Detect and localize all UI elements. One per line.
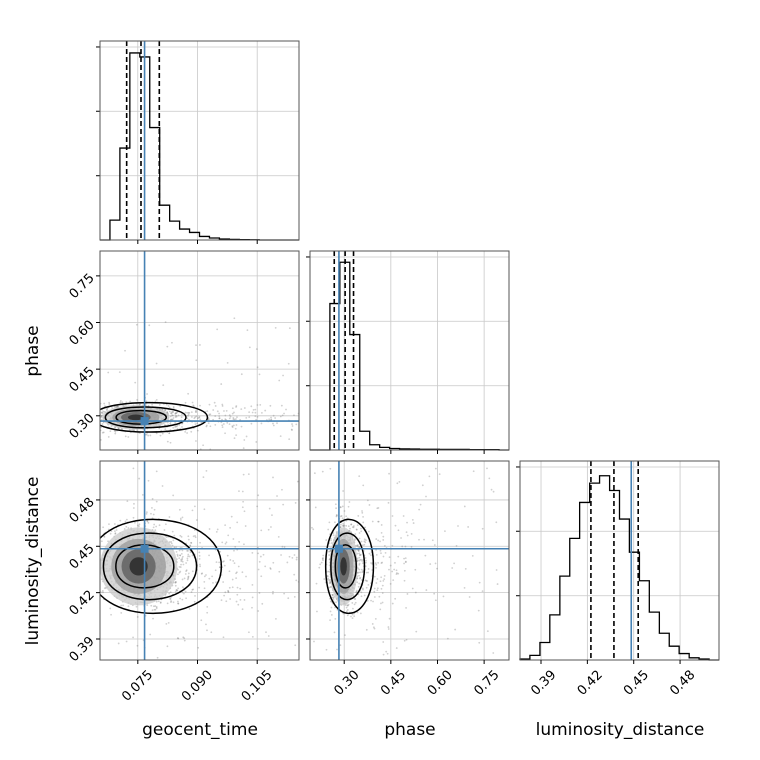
ylabel-phase: phase	[23, 325, 43, 376]
y-tick-label: 0.75	[67, 271, 98, 302]
histogram-step	[100, 52, 299, 241]
histogram-step	[519, 475, 719, 661]
panel-frame	[99, 40, 300, 241]
x-tick-label: 0.39	[528, 668, 559, 699]
xlabel-phase: phase	[384, 720, 435, 740]
panel-frame	[519, 460, 720, 661]
ylabel-luminosity-distance: luminosity_distance	[23, 477, 43, 646]
contour	[324, 518, 375, 615]
scatter-geocent-time-vs-phase: 0.30 0.45 0.60 0.75	[67, 250, 300, 454]
contour	[102, 532, 198, 601]
density-fill	[129, 557, 148, 576]
x-tick-label: 0.60	[425, 668, 456, 699]
plot-area	[310, 461, 509, 660]
plot-area	[100, 461, 299, 660]
y-tick-label: 0.30	[67, 411, 98, 442]
x-tick-label: 0.30	[332, 668, 363, 699]
panel-frame	[309, 460, 510, 661]
y-tick-label: 0.48	[67, 495, 98, 526]
contour	[100, 518, 223, 614]
contour	[104, 406, 187, 429]
scatter-phase-vs-luminosity-distance: 0.30 0.45 0.60 0.75	[306, 460, 510, 699]
truth-marker	[334, 544, 343, 553]
x-tick-label: 0.090	[179, 668, 216, 705]
x-tick-label: 0.45	[378, 668, 409, 699]
density-fill	[127, 414, 144, 421]
histogram-step	[310, 261, 509, 451]
y-tick-label: 0.42	[67, 588, 98, 619]
plot-area	[100, 251, 299, 450]
scatter-geocent-time-vs-luminosity-distance: 0.075 0.090 0.105 0.39 0.42 0.45 0.48	[67, 460, 300, 705]
x-tick-label: 0.75	[471, 668, 502, 699]
y-tick-label: 0.39	[67, 634, 98, 665]
y-tick-label: 0.60	[67, 318, 98, 349]
panel-frame	[99, 460, 300, 661]
x-tick-label: 0.45	[621, 668, 652, 699]
xlabel-luminosity-distance: luminosity_distance	[536, 720, 705, 740]
contour	[115, 409, 168, 425]
histogram-phase	[306, 250, 510, 454]
panel-frame	[309, 250, 510, 451]
contour	[100, 401, 209, 433]
truth-marker	[140, 417, 149, 426]
x-tick-label: 0.48	[667, 668, 698, 699]
x-tick-label: 0.105	[239, 668, 276, 705]
x-tick-label: 0.075	[119, 668, 156, 705]
xlabel-geocent-time: geocent_time	[142, 720, 258, 740]
y-tick-label: 0.45	[67, 364, 98, 395]
y-tick-label: 0.45	[67, 541, 98, 572]
truth-marker	[140, 544, 149, 553]
histogram-geocent-time	[96, 40, 300, 244]
x-tick-label: 0.42	[575, 668, 606, 699]
panel-frame	[99, 250, 300, 451]
density-fill	[340, 557, 347, 576]
histogram-luminosity-distance: 0.39 0.42 0.45 0.48	[516, 460, 720, 699]
